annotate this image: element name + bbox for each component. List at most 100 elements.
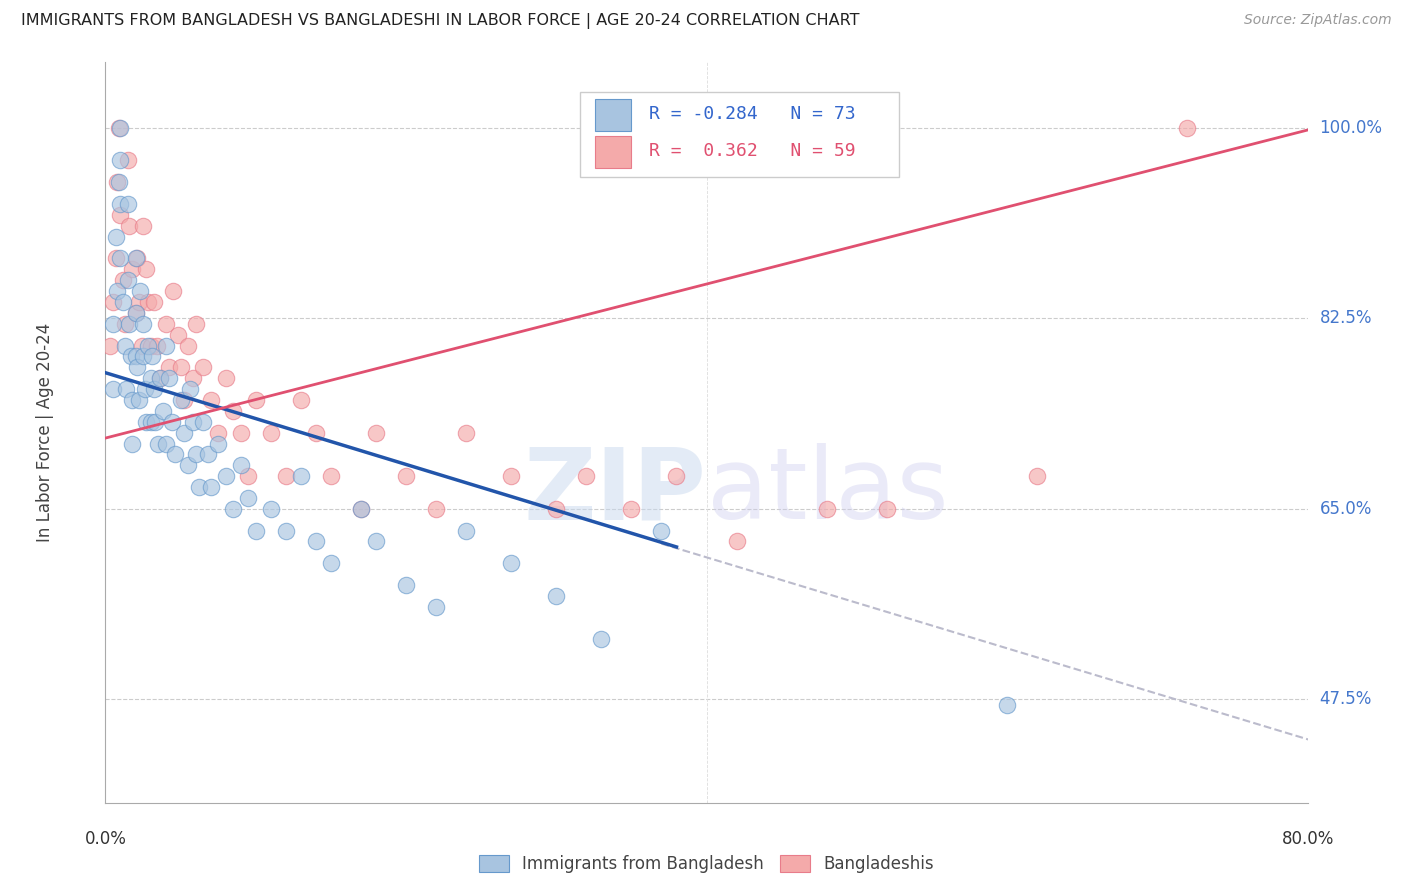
Point [274, 469, 297, 483]
Point [395, 578, 418, 592]
Point [110, 197, 132, 211]
Point [155, 338, 177, 352]
Point [118, 317, 141, 331]
Point [129, 284, 152, 298]
Point [136, 295, 159, 310]
Point [146, 436, 169, 450]
Point [290, 392, 312, 407]
Point [110, 120, 132, 135]
Point [245, 392, 267, 407]
Point [238, 491, 260, 505]
Point [107, 284, 129, 298]
Point [145, 338, 167, 352]
Point [222, 404, 245, 418]
Text: R =  0.362   N = 59: R = 0.362 N = 59 [648, 143, 855, 161]
Point [1175, 120, 1198, 135]
Point [290, 469, 312, 483]
Point [169, 360, 191, 375]
Point [454, 524, 477, 538]
Point [155, 436, 177, 450]
Point [112, 295, 135, 310]
Point [118, 219, 141, 233]
FancyBboxPatch shape [581, 92, 898, 178]
Text: 80.0%: 80.0% [1281, 830, 1334, 848]
FancyBboxPatch shape [595, 136, 631, 168]
Point [364, 425, 387, 440]
Point [142, 295, 165, 310]
Point [305, 425, 328, 440]
Point [350, 501, 373, 516]
Point [274, 524, 297, 538]
Point [117, 197, 139, 211]
Point [214, 469, 236, 483]
Point [131, 338, 153, 352]
Point [260, 425, 283, 440]
Point [114, 317, 136, 331]
Point [319, 469, 342, 483]
Point [125, 252, 148, 266]
Point [101, 317, 124, 331]
Point [155, 317, 177, 331]
Point [121, 262, 143, 277]
Point [181, 415, 204, 429]
Point [245, 524, 267, 538]
Point [725, 534, 748, 549]
Point [260, 501, 283, 516]
Point [135, 262, 157, 277]
Point [157, 360, 180, 375]
Point [132, 219, 155, 233]
Point [238, 469, 260, 483]
Point [124, 350, 146, 364]
Point [104, 252, 127, 266]
Point [101, 382, 124, 396]
Point [665, 469, 688, 483]
Point [139, 371, 162, 385]
Point [207, 425, 229, 440]
Point [136, 338, 159, 352]
Point [148, 371, 170, 385]
Point [425, 501, 447, 516]
Point [125, 360, 148, 375]
Text: 47.5%: 47.5% [1320, 690, 1372, 708]
Text: atlas: atlas [707, 443, 948, 541]
Point [107, 175, 129, 189]
Point [117, 153, 139, 168]
Text: 0.0%: 0.0% [84, 830, 127, 848]
Point [148, 371, 170, 385]
Point [200, 392, 222, 407]
Point [425, 599, 447, 614]
Point [222, 501, 245, 516]
Point [101, 295, 124, 310]
Point [121, 392, 143, 407]
Point [1026, 469, 1049, 483]
Text: IMMIGRANTS FROM BANGLADESH VS BANGLADESHI IN LABOR FORCE | AGE 20-24 CORRELATION: IMMIGRANTS FROM BANGLADESH VS BANGLADESH… [21, 13, 859, 29]
Point [229, 458, 252, 473]
Point [191, 360, 214, 375]
Point [181, 371, 204, 385]
Point [98, 338, 121, 352]
Point [591, 632, 613, 647]
Point [128, 392, 150, 407]
Point [128, 295, 150, 310]
Point [110, 252, 132, 266]
Point [143, 415, 166, 429]
Point [177, 458, 200, 473]
Point [815, 501, 838, 516]
Point [319, 556, 342, 570]
Legend: Immigrants from Bangladesh, Bangladeshis: Immigrants from Bangladesh, Bangladeshis [472, 848, 941, 880]
Text: R = -0.284   N = 73: R = -0.284 N = 73 [648, 105, 855, 123]
Text: 82.5%: 82.5% [1320, 310, 1372, 327]
Point [120, 350, 142, 364]
Point [108, 120, 131, 135]
Point [214, 371, 236, 385]
Text: 100.0%: 100.0% [1320, 119, 1382, 136]
FancyBboxPatch shape [595, 100, 631, 130]
Point [121, 436, 143, 450]
Point [112, 273, 135, 287]
Point [108, 175, 131, 189]
Point [546, 589, 568, 603]
Point [163, 447, 186, 461]
Point [305, 534, 328, 549]
Point [141, 350, 163, 364]
Point [166, 327, 188, 342]
